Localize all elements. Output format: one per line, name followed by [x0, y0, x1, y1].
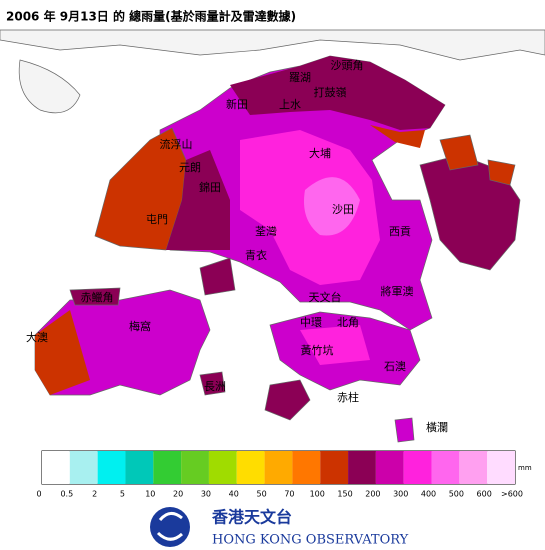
legend-label: 400 — [421, 490, 436, 499]
place-label: 橫瀾 — [426, 420, 448, 434]
title: 2006 年 9月13日 的 總雨量(基於雨量計及雷達數據) — [6, 9, 296, 24]
legend-unit: mm — [518, 464, 532, 472]
legend-label: 20 — [173, 490, 183, 499]
legend-label: 200 — [365, 490, 380, 499]
place-label: 沙頭角 — [331, 59, 364, 72]
legend-label: 600 — [477, 490, 492, 499]
legend-swatch — [431, 451, 460, 484]
cheung-chau — [199, 371, 226, 396]
legend-swatch — [153, 451, 182, 484]
region — [230, 56, 445, 130]
island — [394, 417, 415, 443]
place-label: 西貢 — [389, 225, 411, 238]
lamma — [264, 379, 311, 421]
org-name-zh: 香港天文台 — [211, 508, 292, 527]
place-label: 大埔 — [309, 146, 331, 160]
legend-label: 0.5 — [60, 490, 73, 499]
legend-swatch — [42, 451, 70, 484]
place-label: 沙田 — [332, 203, 354, 216]
legend-label: 300 — [393, 490, 408, 499]
legend-label: 100 — [310, 490, 325, 499]
place-label: 錦田 — [199, 180, 221, 194]
legend-swatch — [181, 451, 209, 484]
legend-label: 30 — [201, 490, 211, 499]
region — [166, 150, 230, 250]
place-label: 黃竹坑 — [301, 343, 334, 357]
legend-label: 50 — [256, 490, 266, 499]
place-label: 荃灣 — [255, 224, 277, 238]
legend-swatch — [375, 451, 404, 484]
place-label: 梅窩 — [129, 319, 151, 333]
legend-label: 500 — [449, 490, 464, 499]
region — [370, 125, 425, 148]
legend-label: 150 — [337, 490, 352, 499]
place-label: 流浮山 — [160, 137, 193, 151]
place-label: 石澳 — [384, 360, 406, 373]
legend-swatch — [292, 451, 321, 484]
place-label: 赤柱 — [337, 390, 359, 404]
legend-label: 5 — [120, 490, 125, 499]
place-label: 赤鱲角 — [81, 291, 114, 304]
island — [199, 257, 236, 296]
region — [300, 325, 370, 365]
legend-label: 0 — [36, 490, 41, 499]
legend-label: 2 — [92, 490, 97, 499]
place-label: 天文台 — [309, 290, 342, 304]
place-label: 打鼓嶺 — [314, 85, 347, 99]
place-label: 青衣 — [245, 248, 267, 262]
legend-swatch — [320, 451, 349, 484]
region — [35, 310, 90, 395]
legend-swatch — [69, 451, 98, 484]
legend-swatch — [459, 451, 488, 484]
place-label: 大澳 — [26, 330, 48, 344]
mainland — [0, 29, 545, 61]
place-label: 羅湖 — [289, 71, 311, 84]
place-label: 元朗 — [179, 161, 201, 174]
logo-mark — [156, 512, 184, 541]
place-label: 新田 — [226, 97, 248, 111]
place-label: 將軍澳 — [381, 284, 414, 298]
legend-swatch — [403, 451, 432, 484]
legend-label: 10 — [145, 490, 155, 499]
mainland — [18, 59, 81, 114]
map — [0, 29, 545, 443]
logo — [150, 507, 190, 547]
place-label: 屯門 — [146, 213, 168, 226]
place-label: 北角 — [337, 316, 359, 329]
org-name-en: HONG KONG OBSERVATORY — [212, 533, 409, 548]
legend-swatch — [97, 451, 126, 484]
legend-label: 40 — [229, 490, 239, 499]
place-label: 長洲 — [204, 380, 226, 393]
legend-swatch — [348, 451, 376, 484]
legend-swatch — [487, 451, 515, 484]
region — [304, 177, 360, 236]
island — [487, 159, 516, 186]
legend-label: 70 — [284, 490, 294, 499]
legend-swatch — [264, 451, 293, 484]
legend-swatch — [236, 451, 265, 484]
legend-swatch — [208, 451, 237, 484]
place-label: 上水 — [279, 98, 301, 111]
airport — [69, 287, 121, 306]
place-label: 中環 — [300, 316, 322, 329]
legend: 0 0.5 2 5 10 20 30 40 50 70 100 150 200 300 400 500 600 >… — [36, 451, 532, 499]
sai-kung — [419, 154, 521, 271]
legend-swatch — [125, 451, 154, 484]
legend-label: >600 — [501, 490, 523, 499]
island — [439, 134, 479, 171]
